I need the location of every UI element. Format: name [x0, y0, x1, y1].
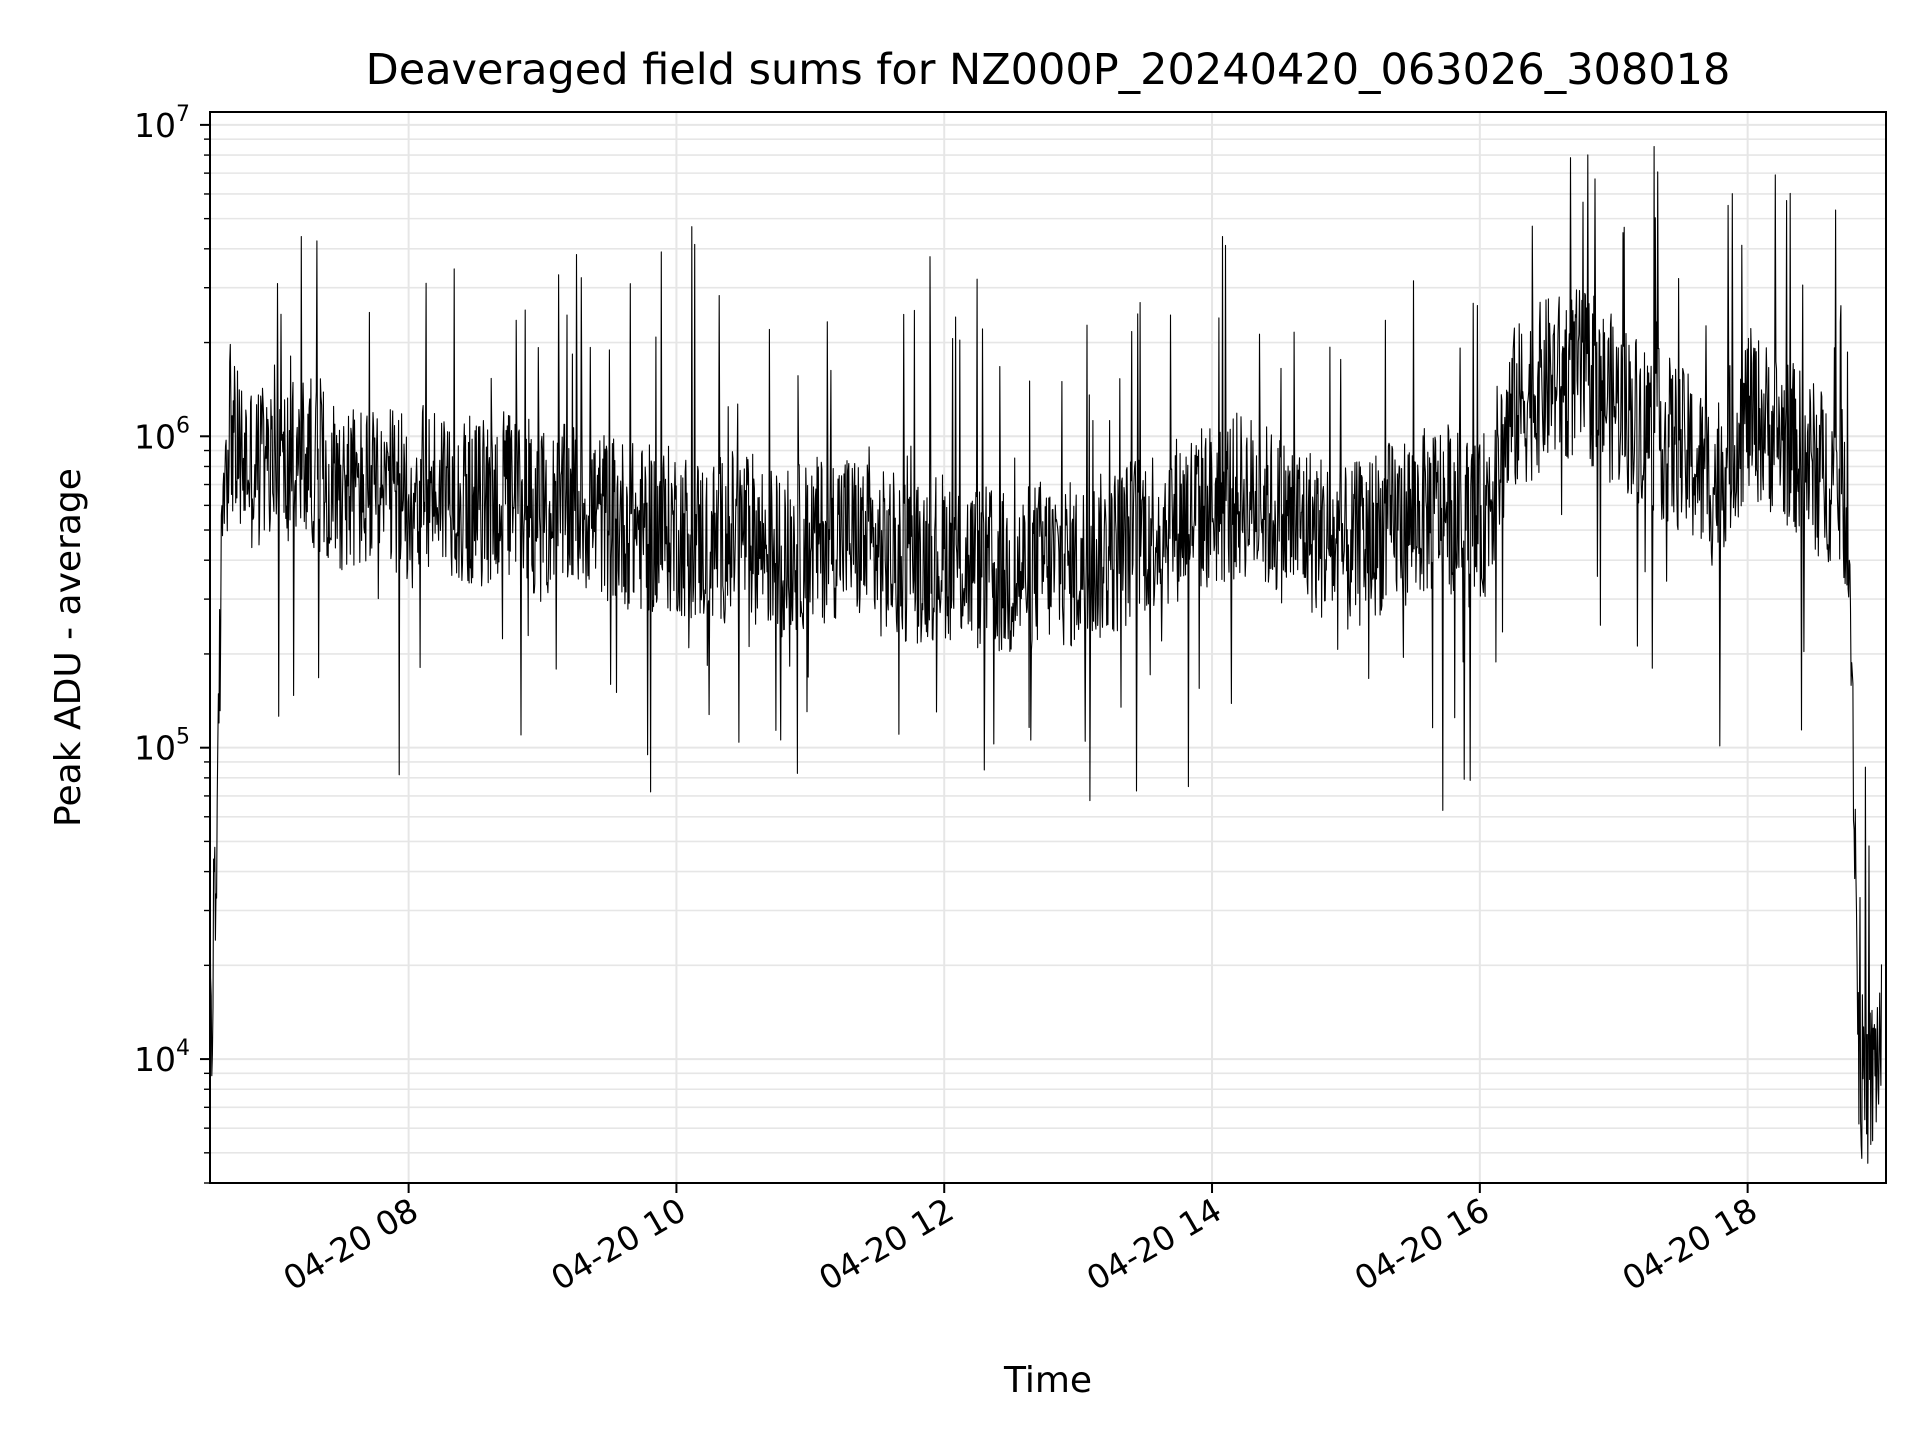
y-tick-label: 107: [134, 102, 190, 145]
y-tick-label: 104: [134, 1036, 190, 1079]
grid: [204, 112, 1886, 1184]
y-axis-label: Peak ADU - average: [48, 468, 89, 827]
series-line-group: [209, 145, 1883, 1164]
y-axis: 104 105 106 107: [134, 102, 210, 1079]
series-line: [209, 145, 1883, 1164]
chart-title: Deaveraged field sums for NZ000P_2024042…: [366, 45, 1731, 95]
plot-frame: [209, 111, 1887, 1184]
x-axis-label: Time: [1003, 1360, 1092, 1401]
y-tick-label: 106: [134, 413, 190, 456]
y-tick-label: 105: [134, 725, 190, 768]
